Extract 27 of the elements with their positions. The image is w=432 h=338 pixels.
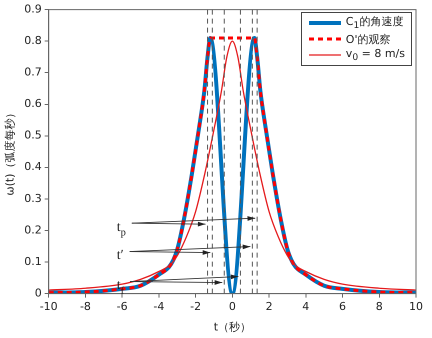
annotation: t′	[116, 248, 124, 264]
legend-label: C$_{1}$的角速度	[346, 14, 404, 32]
y-tick-label: 0.9	[24, 2, 42, 16]
y-tick-label: 0.8	[24, 34, 42, 48]
x-tick-label: 8	[376, 300, 383, 314]
x-tick-label: -8	[80, 300, 91, 314]
x-tick-label: -2	[190, 300, 202, 314]
legend-label: O'的观察	[346, 32, 390, 46]
y-tick-label: 0.2	[24, 223, 42, 236]
y-tick-label: 0.6	[24, 97, 42, 110]
x-tick-label: 6	[339, 300, 346, 314]
y-tick-label: 0.3	[24, 192, 42, 205]
x-tick-label: -4	[153, 300, 164, 314]
x-tick-label: -6	[116, 300, 128, 314]
x-tick-label: 2	[266, 300, 273, 314]
x-tick-label: -10	[40, 300, 58, 314]
y-tick-label: 0.4	[24, 160, 42, 174]
x-tick-label: 4	[302, 300, 310, 314]
y-tick-label: 0	[34, 286, 42, 300]
y-axis-title: ω(t)（弧度每秒）	[3, 108, 16, 196]
x-tick-label: 0	[228, 300, 236, 314]
x-tick-label: 10	[409, 300, 423, 314]
legend-label: v$_{0}$ = 8 m/s	[346, 46, 405, 64]
x-axis-title: t（秒）	[214, 320, 252, 334]
y-tick-label: 0.1	[24, 254, 42, 268]
y-tick-label: 0.7	[24, 66, 42, 79]
y-tick-label: 0.5	[24, 128, 42, 142]
